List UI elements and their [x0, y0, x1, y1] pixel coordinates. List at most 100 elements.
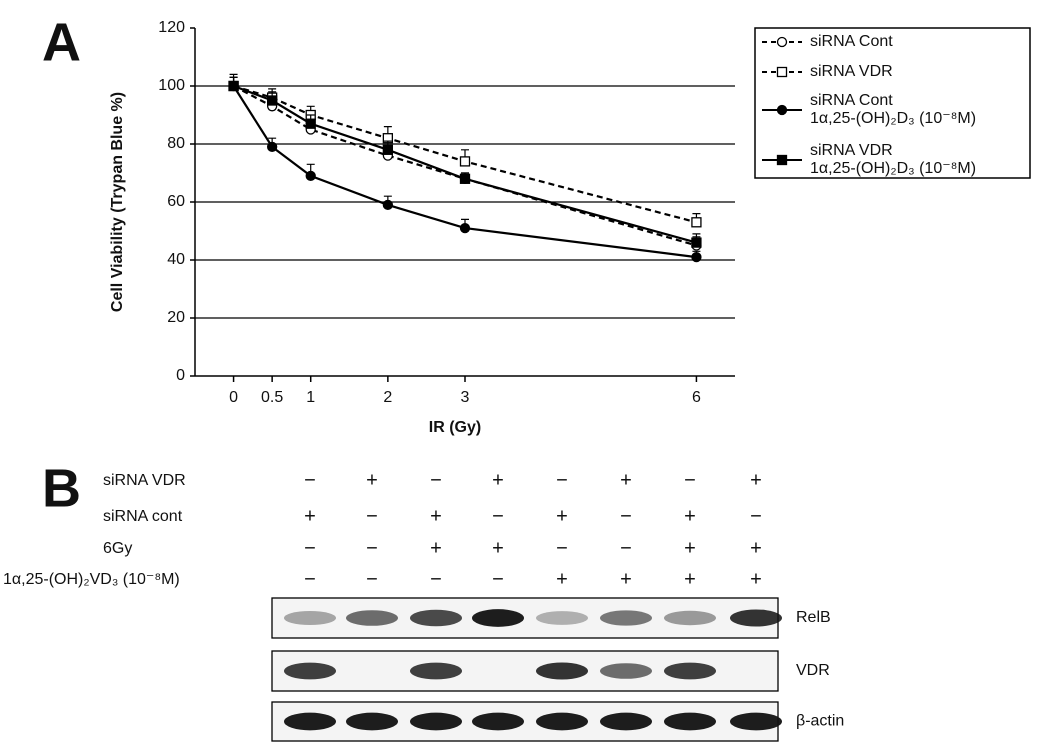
condition-sign: +: [492, 469, 504, 491]
marker: [691, 237, 702, 248]
series-line: [233, 84, 697, 224]
y-tick-label: 20: [167, 309, 185, 326]
condition-sign: +: [620, 469, 632, 491]
panel-label: B: [42, 458, 81, 518]
marker: [382, 144, 394, 155]
x-tick-label: 1: [306, 389, 315, 406]
marker: [266, 95, 278, 106]
protein-label: RelB: [796, 609, 831, 626]
condition-sign: +: [684, 568, 696, 590]
blot-band: [600, 712, 652, 731]
condition-sign: −: [304, 469, 316, 491]
x-tick-label: 3: [461, 389, 470, 406]
protein-label: β-actin: [796, 713, 844, 730]
legend-marker: [776, 104, 788, 116]
condition-sign: +: [684, 537, 696, 559]
legend-label: siRNA VDR 1α,25-(OH)₂D₃ (10⁻⁸M): [810, 142, 976, 177]
blot-band: [536, 611, 588, 625]
condition-sign: +: [304, 505, 316, 527]
legend-label: siRNA VDR: [810, 63, 893, 80]
legend-label: siRNA Cont: [810, 33, 893, 50]
x-tick-label: 6: [692, 389, 701, 406]
condition-sign: −: [304, 568, 316, 590]
condition-sign: −: [366, 505, 378, 527]
blot-band: [600, 610, 652, 626]
marker: [459, 173, 471, 184]
marker: [691, 217, 702, 228]
condition-sign: −: [684, 469, 696, 491]
blot-band: [472, 609, 524, 627]
blot-band: [536, 662, 588, 680]
condition-sign: −: [366, 568, 378, 590]
y-tick-label: 120: [158, 19, 185, 36]
blot-band: [664, 712, 716, 731]
marker: [305, 170, 316, 182]
blot-band: [346, 712, 398, 731]
condition-sign: −: [430, 469, 442, 491]
blot-band: [600, 663, 652, 679]
marker: [382, 199, 394, 211]
condition-sign: +: [750, 469, 762, 491]
condition-sign: +: [366, 469, 378, 491]
marker: [459, 222, 471, 234]
protein-label: VDR: [796, 662, 830, 679]
x-tick-label: 2: [383, 389, 392, 406]
condition-sign: −: [366, 537, 378, 559]
y-tick-label: 100: [158, 77, 185, 94]
x-tick-label: 0.5: [261, 389, 283, 406]
condition-label: siRNA cont: [103, 508, 183, 525]
condition-sign: −: [750, 505, 762, 527]
blot-band: [284, 610, 336, 626]
blot-band: [346, 610, 398, 626]
x-axis-title: IR (Gy): [429, 419, 481, 436]
blot-band: [410, 662, 462, 680]
marker: [459, 156, 471, 167]
condition-sign: +: [684, 505, 696, 527]
legend-marker: [776, 154, 788, 166]
marker: [691, 251, 702, 263]
legend-label: siRNA Cont 1α,25-(OH)₂D₃ (10⁻⁸M): [810, 92, 976, 127]
y-tick-label: 80: [167, 135, 185, 152]
blot-band: [730, 712, 782, 731]
blot-band: [664, 610, 716, 626]
condition-label: 1α,25-(OH)₂VD₃ (10⁻⁸M): [3, 571, 180, 588]
legend-marker: [776, 36, 788, 48]
marker: [266, 141, 278, 153]
condition-sign: +: [750, 568, 762, 590]
condition-sign: −: [556, 537, 568, 559]
x-tick-label: 0: [229, 389, 238, 406]
condition-sign: −: [492, 505, 504, 527]
condition-sign: +: [430, 505, 442, 527]
condition-sign: +: [556, 568, 568, 590]
condition-sign: −: [620, 537, 632, 559]
blot-band: [410, 712, 462, 731]
condition-label: 6Gy: [103, 540, 132, 557]
panel-label: A: [42, 12, 81, 72]
condition-sign: −: [492, 568, 504, 590]
blot-band: [536, 712, 588, 731]
y-tick-label: 40: [167, 251, 185, 268]
marker: [305, 118, 316, 129]
legend-marker: [776, 66, 788, 78]
marker: [228, 80, 239, 92]
blot-band: [730, 609, 782, 627]
legend-box: [754, 27, 1031, 179]
condition-sign: −: [620, 505, 632, 527]
condition-label: siRNA VDR: [103, 472, 186, 489]
blot-band: [410, 609, 462, 627]
condition-sign: −: [430, 568, 442, 590]
blot-band: [284, 662, 336, 680]
y-axis-title: Cell Viability (Trypan Blue %): [109, 92, 126, 312]
condition-sign: +: [750, 537, 762, 559]
y-tick-label: 0: [176, 367, 185, 384]
condition-sign: −: [304, 537, 316, 559]
y-tick-label: 60: [167, 193, 185, 210]
condition-sign: +: [556, 505, 568, 527]
condition-sign: +: [492, 537, 504, 559]
condition-sign: +: [620, 568, 632, 590]
blot-band: [664, 662, 716, 680]
series-line: [233, 84, 697, 244]
condition-sign: +: [430, 537, 442, 559]
blot-band: [284, 712, 336, 731]
